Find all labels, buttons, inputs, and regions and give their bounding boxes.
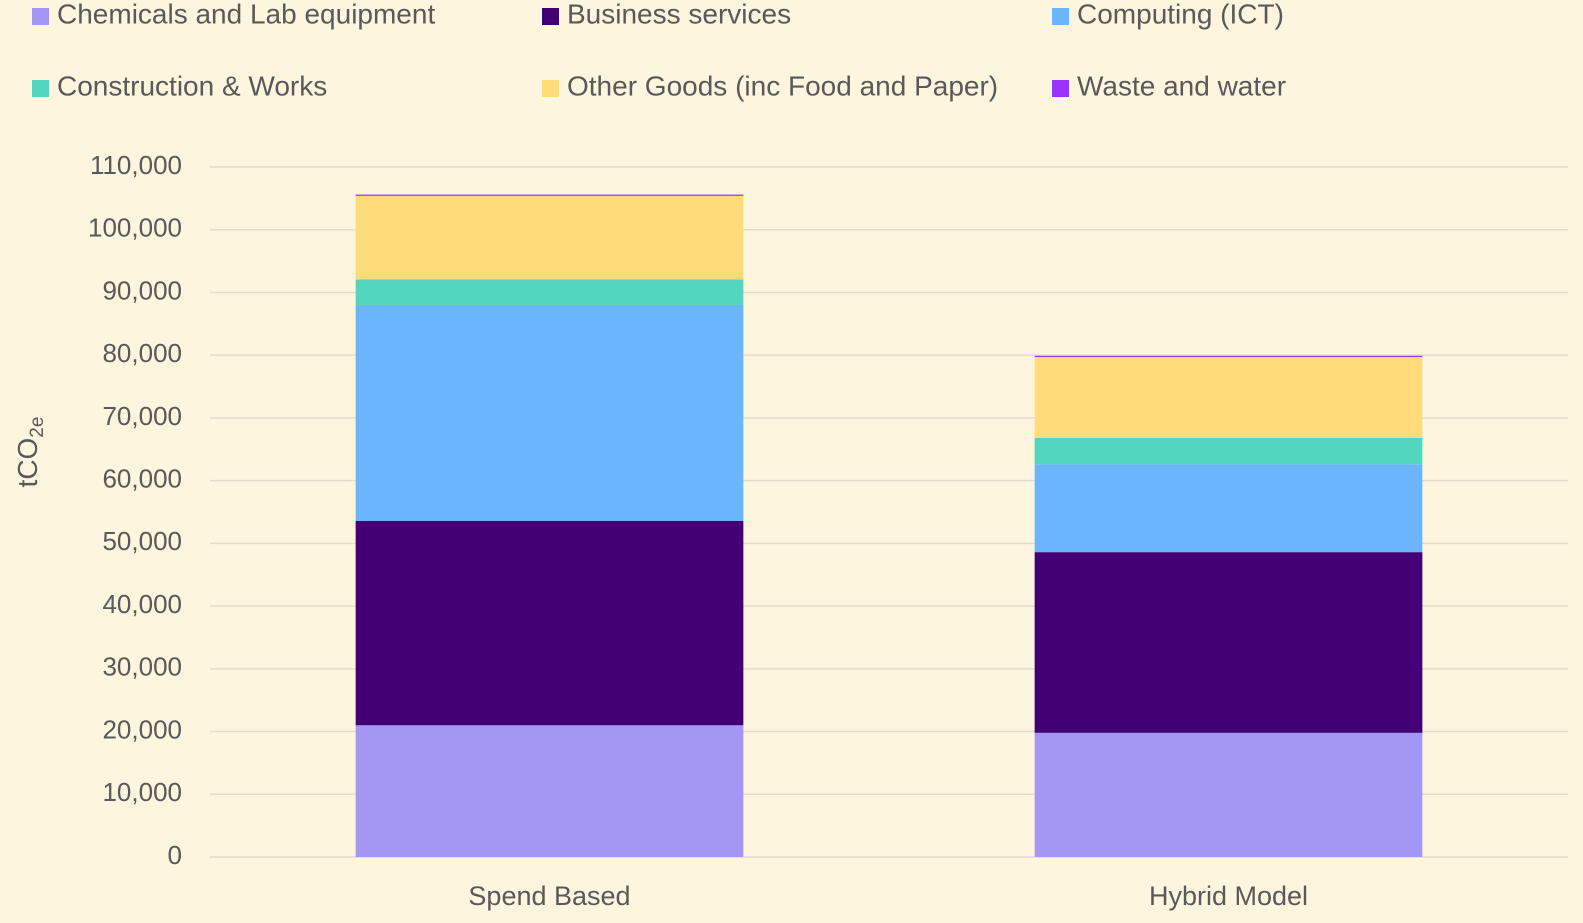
x-tick-label: Hybrid Model: [1149, 881, 1308, 911]
bars: [355, 194, 1423, 857]
bar-segment: [355, 279, 744, 305]
y-tick-label: 20,000: [102, 714, 182, 744]
y-tick-label: 90,000: [102, 275, 182, 305]
bar-segment: [1034, 437, 1423, 465]
legend-label: Other Goods (inc Food and Paper): [567, 70, 998, 101]
y-tick-label: 110,000: [90, 150, 182, 180]
bar-segment: [355, 195, 744, 280]
bar-segment: [355, 520, 744, 726]
y-axis-label: tCO2e: [12, 417, 48, 488]
bar-segment: [1034, 552, 1423, 733]
y-tick-label: 60,000: [102, 464, 182, 494]
y-tick-label: 30,000: [102, 652, 182, 682]
legend-label: Computing (ICT): [1077, 0, 1284, 29]
legend-swatch: [542, 80, 559, 97]
legend-swatch: [1052, 8, 1069, 25]
legend-swatch: [32, 80, 49, 97]
y-tick-label: 80,000: [102, 338, 182, 368]
y-tick-label: 40,000: [102, 589, 182, 619]
legend-label: Business services: [567, 0, 791, 29]
bar-segment: [355, 305, 744, 521]
bar-segment: [1034, 355, 1423, 358]
legend-swatch: [1052, 80, 1069, 97]
y-axis-label-main: tCO: [12, 438, 43, 488]
y-tick-label: 0: [168, 840, 182, 870]
legend-swatch: [32, 8, 49, 25]
bar-segment: [1034, 357, 1423, 438]
bar-segment: [1034, 464, 1423, 553]
y-tick-label: 10,000: [102, 777, 182, 807]
legend-label: Chemicals and Lab equipment: [57, 0, 435, 29]
legend-swatch: [542, 8, 559, 25]
y-axis-label-sub: 2e: [27, 417, 48, 438]
y-tick-label: 50,000: [102, 526, 182, 556]
legend-label: Waste and water: [1077, 70, 1286, 101]
legend-label: Construction & Works: [57, 70, 327, 101]
y-tick-label: 100,000: [88, 213, 182, 243]
bar-segment: [355, 194, 744, 196]
x-tick-label: Spend Based: [468, 881, 630, 911]
bar-segment: [355, 725, 744, 857]
bar-segment: [1034, 732, 1423, 857]
y-tick-label: 70,000: [102, 401, 182, 431]
